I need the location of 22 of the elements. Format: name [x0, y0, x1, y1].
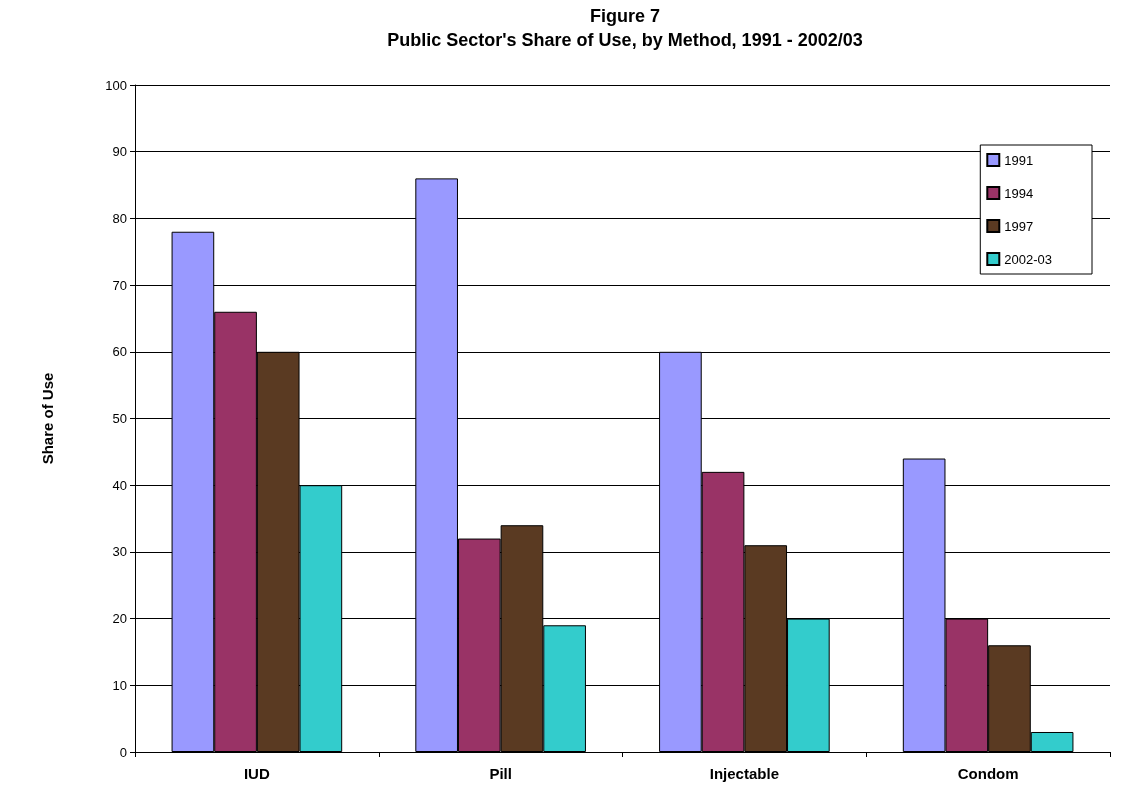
y-tick-label: 90 [112, 144, 127, 160]
y-tick-label: 10 [112, 677, 127, 693]
y-tick-label: 80 [112, 210, 127, 226]
legend-label: 1991 [1004, 152, 1034, 168]
x-tick-label: IUD [243, 765, 270, 782]
y-tick-label: 40 [112, 477, 127, 493]
y-tick-label: 20 [112, 611, 127, 627]
y-tick-label: 30 [112, 544, 127, 560]
y-tick-label: 50 [112, 411, 127, 426]
x-tick-label: Pill [489, 765, 512, 782]
y-axis-title: Share of Use [39, 372, 56, 465]
y-tick-label: 60 [112, 344, 127, 360]
x-tick-label: Injectable [709, 765, 779, 782]
y-tick-label: 0 [119, 744, 127, 760]
legend-label: 1997 [1004, 218, 1034, 234]
chart-title: Figure 7 [589, 6, 661, 26]
legend-label: 1994 [1004, 185, 1034, 201]
legend-label: 2002-03 [1004, 251, 1053, 267]
y-tick-label: 70 [112, 277, 127, 293]
x-tick-label: Condom [957, 765, 1019, 782]
y-tick-label: 100 [105, 77, 127, 93]
chart-subtitle: Public Sector's Share of Use, by Method, 1991 - 2002/03 [387, 30, 863, 50]
